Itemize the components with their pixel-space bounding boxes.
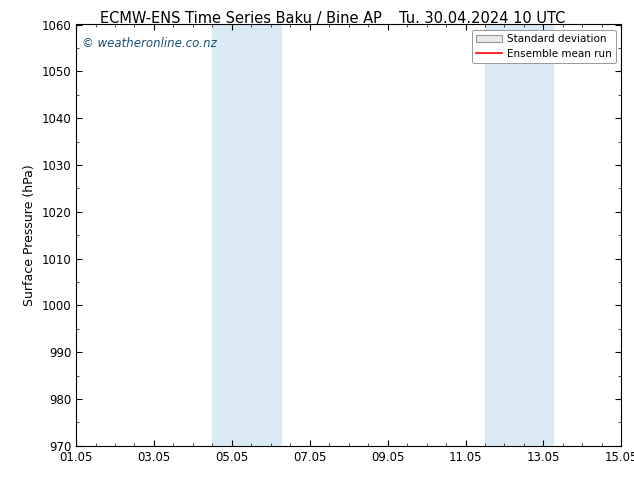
Legend: Standard deviation, Ensemble mean run: Standard deviation, Ensemble mean run bbox=[472, 30, 616, 63]
Bar bbox=[212, 24, 280, 446]
Text: ECMW-ENS Time Series Baku / Bine AP: ECMW-ENS Time Series Baku / Bine AP bbox=[100, 11, 382, 26]
Y-axis label: Surface Pressure (hPa): Surface Pressure (hPa) bbox=[23, 164, 36, 306]
Text: © weatheronline.co.nz: © weatheronline.co.nz bbox=[82, 37, 216, 50]
Bar bbox=[485, 24, 553, 446]
Text: Tu. 30.04.2024 10 UTC: Tu. 30.04.2024 10 UTC bbox=[399, 11, 565, 26]
